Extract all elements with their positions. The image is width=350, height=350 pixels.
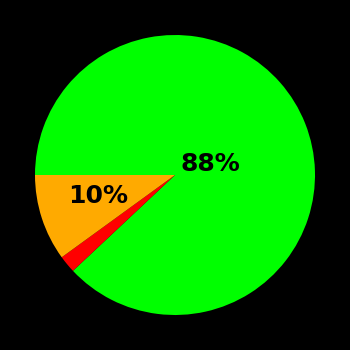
Text: 10%: 10% <box>68 184 128 208</box>
Wedge shape <box>62 175 175 271</box>
Wedge shape <box>35 175 175 257</box>
Wedge shape <box>35 35 315 315</box>
Text: 88%: 88% <box>180 152 240 176</box>
